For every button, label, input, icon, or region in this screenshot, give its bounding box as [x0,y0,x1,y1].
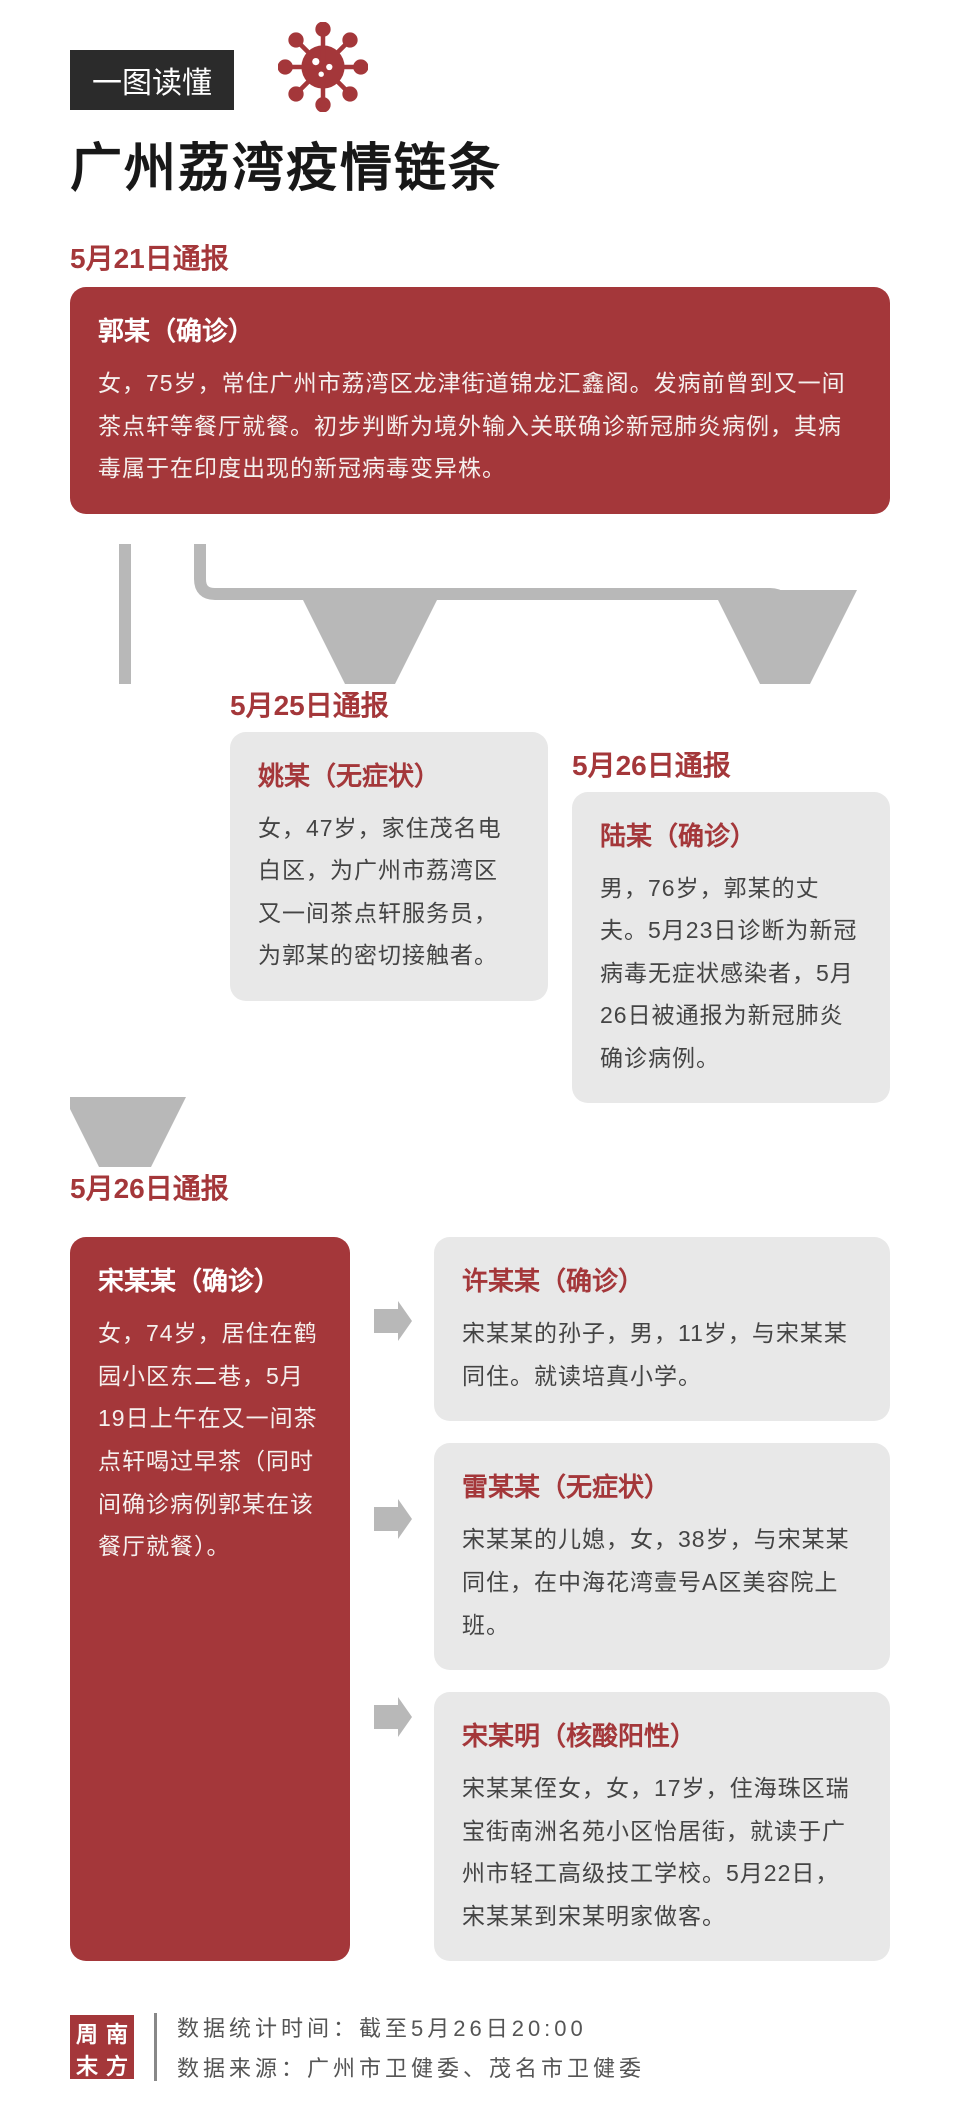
connector-svg-1 [70,544,890,684]
infographic-page: 一图读懂 广州荔湾疫情链条 5月21日通报 郭某（确诊） 女，75岁，常住广州市… [0,0,960,2123]
arrow-right-icon [368,1495,416,1543]
case-card-yao: 姚某（无症状） 女，47岁，家住茂名电白区，为广州市荔湾区又一间茶点轩服务员，为… [230,732,548,1001]
case-name: 许某某（确诊） [462,1261,862,1298]
case-name: 陆某（确诊） [600,816,862,853]
case-body: 宋某某的儿媳，女，38岁，与宋某某同住，在中海花湾壹号A区美容院上班。 [462,1518,862,1646]
case-name: 郭某（确诊） [98,311,862,348]
case-card-song: 宋某某（确诊） 女，74岁，居住在鹤园小区东二巷，5月19日上午在又一间茶点轩喝… [70,1237,350,1961]
header-badge: 一图读懂 [70,50,234,110]
case-card-xu: 许某某（确诊） 宋某某的孙子，男，11岁，与宋某某同住。就读培真小学。 [434,1237,890,1421]
case-card-songming: 宋某明（核酸阳性） 宋某某侄女，女，17岁，住海珠区瑞宝街南洲名苑小区怡居街，就… [434,1692,890,1961]
footer-text: 数据统计时间：截至5月26日20:00 数据来源：广州市卫健委、茂名市卫健委 [177,2011,645,2083]
logo-char: 方 [106,2049,128,2081]
logo-char: 南 [106,2017,128,2049]
arrow-right-icon [368,1693,416,1741]
source-logo: 周 南 末 方 [70,2015,134,2079]
date-label: 5月25日通报 [230,684,548,724]
footer-line: 数据统计时间：截至5月26日20:00 [177,2011,645,2043]
case-name: 姚某（无症状） [258,756,520,793]
logo-char: 周 [76,2017,98,2049]
case-name: 宋某某（确诊） [98,1261,322,1298]
col-lu: 5月26日通报 陆某（确诊） 男，76岁，郭某的丈夫。5月23日诊断为新冠病毒无… [572,744,890,1104]
case-card-guo: 郭某（确诊） 女，75岁，常住广州市荔湾区龙津街道锦龙汇鑫阁。发病前曾到又一间茶… [70,287,890,514]
sec3-arrows [368,1237,416,1961]
sec3-right: 许某某（确诊） 宋某某的孙子，男，11岁，与宋某某同住。就读培真小学。 雷某某（… [434,1237,890,1961]
section-1: 5月21日通报 郭某（确诊） 女，75岁，常住广州市荔湾区龙津街道锦龙汇鑫阁。发… [70,237,890,514]
col-yao: 5月25日通报 姚某（无症状） 女，47岁，家住茂名电白区，为广州市荔湾区又一间… [230,684,548,1001]
flow-container: 5月21日通报 郭某（确诊） 女，75岁，常住广州市荔湾区龙津街道锦龙汇鑫阁。发… [70,237,890,2083]
header: 一图读懂 广州荔湾疫情链条 [70,50,890,201]
row-two-cards: 5月25日通报 姚某（无症状） 女，47岁，家住茂名电白区，为广州市荔湾区又一间… [230,684,890,1104]
page-title: 广州荔湾疫情链条 [70,126,890,201]
sec3-left: 宋某某（确诊） 女，74岁，居住在鹤园小区东二巷，5月19日上午在又一间茶点轩喝… [70,1237,350,1961]
case-name: 宋某明（核酸阳性） [462,1716,862,1753]
case-body: 宋某某的孙子，男，11岁，与宋某某同住。就读培真小学。 [462,1312,862,1397]
footer-line: 数据来源：广州市卫健委、茂名市卫健委 [177,2051,645,2083]
footer-divider [154,2013,157,2081]
date-label: 5月21日通报 [70,237,890,277]
case-body: 女，47岁，家住茂名电白区，为广州市荔湾区又一间茶点轩服务员，为郭某的密切接触者… [258,807,520,977]
case-body: 女，74岁，居住在鹤园小区东二巷，5月19日上午在又一间茶点轩喝过早茶（同时间确… [98,1312,322,1567]
section-3: 宋某某（确诊） 女，74岁，居住在鹤园小区东二巷，5月19日上午在又一间茶点轩喝… [70,1237,890,1961]
date-label: 5月26日通报 [70,1167,890,1207]
connector-svg-2 [70,1097,890,1167]
logo-char: 末 [76,2049,98,2081]
virus-icon [278,22,368,112]
case-card-lei: 雷某某（无症状） 宋某某的儿媳，女，38岁，与宋某某同住，在中海花湾壹号A区美容… [434,1443,890,1670]
date-label: 5月26日通报 [572,744,890,784]
case-name: 雷某某（无症状） [462,1467,862,1504]
case-body: 女，75岁，常住广州市荔湾区龙津街道锦龙汇鑫阁。发病前曾到又一间茶点轩等餐厅就餐… [98,362,862,490]
arrow-right-icon [368,1297,416,1345]
case-card-lu: 陆某（确诊） 男，76岁，郭某的丈夫。5月23日诊断为新冠病毒无症状感染者，5月… [572,792,890,1104]
case-body: 男，76岁，郭某的丈夫。5月23日诊断为新冠病毒无症状感染者，5月26日被通报为… [600,867,862,1080]
case-body: 宋某某侄女，女，17岁，住海珠区瑞宝街南洲名苑小区怡居街，就读于广州市轻工高级技… [462,1767,862,1937]
footer: 周 南 末 方 数据统计时间：截至5月26日20:00 数据来源：广州市卫健委、… [70,2011,890,2083]
